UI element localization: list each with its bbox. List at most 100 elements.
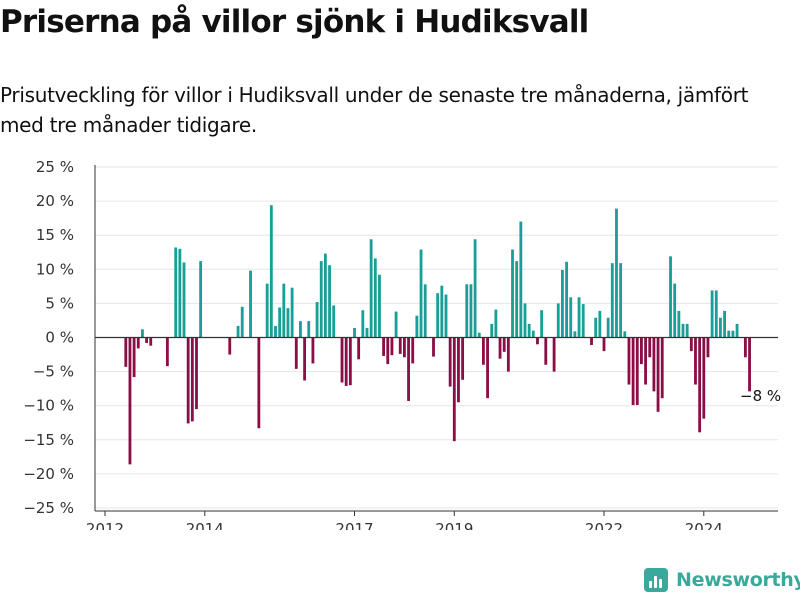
bar — [132, 337, 136, 378]
bar — [323, 253, 327, 338]
bar — [299, 321, 302, 338]
bar — [577, 297, 581, 338]
bar — [581, 304, 585, 338]
x-tick-label: 2024 — [685, 520, 723, 530]
y-tick-label: −5 % — [33, 363, 74, 381]
bar — [598, 310, 602, 338]
bar — [178, 248, 182, 338]
bar — [615, 208, 618, 338]
brand-name: Newsworthy — [676, 569, 800, 591]
bar — [357, 337, 361, 360]
bar — [540, 310, 544, 338]
bar — [402, 337, 406, 358]
bar — [610, 263, 614, 338]
bar — [294, 337, 298, 369]
bar — [407, 337, 410, 401]
bar — [673, 283, 677, 338]
bar — [307, 321, 311, 338]
bar — [136, 337, 140, 349]
bar — [228, 337, 232, 355]
bar — [477, 332, 481, 338]
bar — [531, 330, 535, 338]
bar — [698, 337, 702, 433]
bar — [731, 330, 735, 338]
bar-chart: 25 % 20 % 15 % 10 % 5 % 0 % −5 % −10 % −15 % −20 … — [23, 158, 781, 530]
bar — [174, 247, 178, 338]
bar — [606, 317, 610, 338]
bar — [481, 337, 485, 365]
bar — [569, 297, 573, 338]
bar — [319, 261, 323, 338]
bar — [257, 337, 261, 429]
bar — [561, 269, 564, 338]
bar — [660, 337, 664, 399]
bar — [565, 261, 568, 338]
y-tick-label: 25 % — [36, 158, 74, 176]
bar — [141, 329, 144, 338]
bar — [444, 294, 448, 338]
y-tick-label: 10 % — [36, 260, 74, 278]
bar — [124, 337, 128, 367]
bar — [340, 337, 344, 383]
bar — [552, 337, 556, 372]
bar — [378, 274, 381, 338]
bar — [186, 337, 190, 424]
newsworthy-logo-icon — [644, 568, 668, 592]
bar — [423, 284, 427, 338]
bar — [461, 337, 465, 380]
x-tick-label: 2017 — [335, 520, 373, 530]
bar — [365, 327, 369, 338]
bar — [353, 327, 356, 338]
bar — [190, 337, 194, 422]
bar — [469, 284, 473, 338]
bar — [498, 337, 502, 359]
bar — [523, 303, 527, 338]
bar — [348, 337, 352, 386]
bar — [398, 337, 402, 354]
bar — [195, 337, 198, 410]
bar — [465, 284, 469, 338]
bar — [677, 310, 681, 338]
bar — [656, 337, 660, 412]
x-tick-label: 2019 — [435, 520, 473, 530]
bar — [315, 302, 319, 338]
bar — [602, 337, 606, 352]
x-tick-label: 2012 — [86, 520, 124, 530]
bar — [714, 290, 718, 338]
bar — [274, 325, 277, 338]
bar — [457, 337, 460, 403]
bar — [361, 310, 365, 338]
bar — [648, 337, 652, 358]
bar — [573, 331, 577, 338]
bar — [452, 337, 456, 442]
tick-labels: 25 % 20 % 15 % 10 % 5 % 0 % −5 % −10 % −15 % −20 … — [23, 158, 781, 530]
bar — [303, 337, 307, 381]
bar — [719, 317, 722, 338]
bar — [594, 317, 598, 338]
bar — [282, 283, 286, 338]
bar — [506, 337, 510, 372]
bar — [631, 337, 635, 406]
bar — [685, 323, 689, 338]
bar — [502, 337, 506, 352]
bar — [373, 258, 377, 338]
bar — [415, 315, 419, 338]
newsworthy-brand[interactable]: Newsworthy — [644, 568, 800, 592]
bar — [536, 337, 539, 345]
bar — [590, 337, 593, 345]
x-tick-label: 2014 — [186, 520, 224, 530]
bar — [432, 337, 435, 357]
bar — [702, 337, 706, 419]
bar — [689, 337, 693, 352]
bar — [269, 205, 273, 338]
bar — [669, 256, 672, 338]
bar — [727, 330, 731, 338]
bar — [723, 310, 727, 338]
bar — [199, 261, 203, 338]
bar — [681, 323, 685, 338]
bar — [240, 306, 244, 338]
y-tick-label: 15 % — [36, 226, 74, 244]
bar — [748, 337, 751, 392]
bar — [544, 337, 548, 365]
chart-title: Priserna på villor sjönk i Hudiksvall — [0, 4, 589, 40]
